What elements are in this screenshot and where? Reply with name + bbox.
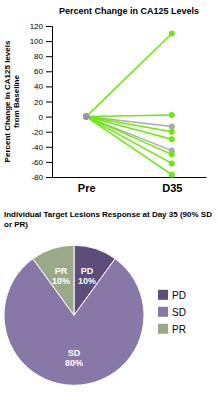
- slice-label-category: SD: [68, 348, 81, 358]
- slice-label-value: 10%: [78, 276, 96, 286]
- x-tick-label: D35: [162, 182, 182, 194]
- y-tick-label: 0: [39, 113, 44, 122]
- plot-area: -80 -60 -40 -20 0 20 40 60 80 100 120 Pre D35: [30, 22, 207, 194]
- y-tick-label: -80: [31, 173, 43, 182]
- y-tick-mark: [46, 117, 52, 118]
- series-point: [169, 112, 175, 118]
- y-tick-label: 80: [34, 52, 43, 61]
- chart-title: Percent Change in CA125 Levels: [59, 6, 199, 16]
- y-axis: -80 -60 -40 -20 0 20 40 60 80 100 120: [30, 22, 53, 182]
- y-tick-mark: [46, 132, 52, 133]
- series-point: [169, 123, 175, 129]
- x-axis-line: [53, 177, 207, 178]
- slice-label: PR10%: [52, 266, 70, 286]
- legend-item: SD: [158, 307, 186, 318]
- series-point: [169, 129, 175, 135]
- y-tick-label: -20: [31, 128, 43, 137]
- y-tick: 60: [34, 67, 52, 76]
- series-line: [86, 117, 172, 175]
- y-tick-mark: [46, 26, 52, 27]
- series-point: [169, 151, 175, 157]
- series-line: [86, 117, 172, 164]
- legend-label: PD: [172, 290, 186, 301]
- y-tick-mark: [46, 177, 52, 178]
- legend-item: PD: [158, 290, 186, 301]
- series-line: [86, 115, 172, 117]
- series-point: [83, 114, 89, 120]
- series-point: [83, 114, 89, 120]
- y-axis-title: Percent Change in CA125 levelsfrom Basel…: [3, 40, 21, 162]
- series-line: [86, 117, 172, 155]
- y-tick: -60: [31, 158, 52, 167]
- series-point: [169, 136, 175, 142]
- series-point: [83, 114, 89, 120]
- pie-slice: [33, 245, 74, 315]
- y-tick-mark: [46, 102, 52, 103]
- y-tick: 100: [30, 37, 52, 46]
- y-tick-mark: [46, 147, 52, 148]
- y-tick-mark: [46, 162, 52, 163]
- x-tick-label: Pre: [78, 182, 96, 194]
- series-point: [83, 114, 89, 120]
- pie-chart: Individual Target Lesions Response at Da…: [4, 210, 212, 385]
- y-tick: 20: [34, 98, 52, 107]
- chart-title: Individual Target Lesions Response at Da…: [4, 210, 212, 229]
- legend-swatch: [158, 290, 168, 300]
- series-point: [83, 114, 89, 120]
- marks: [83, 31, 175, 178]
- y-tick: 40: [34, 82, 52, 91]
- y-tick-label: -60: [31, 158, 43, 167]
- pie: PD10%SD80%PR10%: [4, 245, 144, 385]
- series-point: [83, 114, 89, 120]
- y-tick: 0: [39, 113, 52, 122]
- series-point: [169, 160, 175, 166]
- x-tick: Pre: [78, 182, 96, 194]
- y-tick-label: 120: [30, 22, 44, 31]
- y-tick: 80: [34, 52, 52, 61]
- y-tick: -40: [31, 143, 52, 152]
- y-tick-label: 100: [30, 37, 44, 46]
- legend: PD SD PR: [158, 290, 186, 335]
- y-tick-label: -40: [31, 143, 43, 152]
- legend-swatch: [158, 307, 168, 317]
- y-tick: -80: [31, 173, 52, 182]
- y-tick-mark: [46, 41, 52, 42]
- slice-label-value: 10%: [52, 276, 70, 286]
- series-line: [86, 34, 172, 117]
- y-tick-label: 40: [34, 82, 43, 91]
- chart-svg: -80 -60 -40 -20 0 20 40 60 80 100 120 Pre D35 Percent…: [0, 0, 218, 400]
- legend-label: PR: [172, 324, 186, 335]
- y-tick-mark: [46, 86, 52, 87]
- slice-label: PD10%: [78, 266, 96, 286]
- y-tick: 120: [30, 22, 52, 31]
- series-point: [169, 31, 175, 37]
- slice-label-value: 80%: [65, 358, 83, 368]
- x-axis: Pre D35: [53, 178, 207, 194]
- series-point: [83, 114, 89, 120]
- y-tick-label: 60: [34, 67, 43, 76]
- slice-label-category: PR: [55, 266, 68, 276]
- y-axis-line: [46, 27, 53, 178]
- y-axis-title-line: from Baseline: [12, 74, 21, 127]
- legend-label: SD: [172, 307, 186, 318]
- y-tick-label: 20: [34, 98, 43, 107]
- slice-label: SD80%: [65, 348, 83, 368]
- chart-title-line: Individual Target Lesions Response at Da…: [4, 210, 212, 219]
- slice-label-category: PD: [81, 266, 94, 276]
- x-tick: D35: [162, 182, 182, 194]
- legend-swatch: [158, 324, 168, 334]
- line-chart: -80 -60 -40 -20 0 20 40 60 80 100 120 Pre D35 Percent…: [3, 6, 207, 194]
- series-point: [169, 172, 175, 178]
- legend-item: PR: [158, 324, 186, 335]
- y-tick: -20: [31, 128, 52, 137]
- series-point: [83, 114, 89, 120]
- y-axis-title-line: Percent Change in CA125 levels: [3, 40, 12, 162]
- chart-title-line: or PR): [4, 220, 28, 229]
- y-tick-mark: [46, 71, 52, 72]
- series-point: [83, 114, 89, 120]
- y-tick-mark: [46, 56, 52, 57]
